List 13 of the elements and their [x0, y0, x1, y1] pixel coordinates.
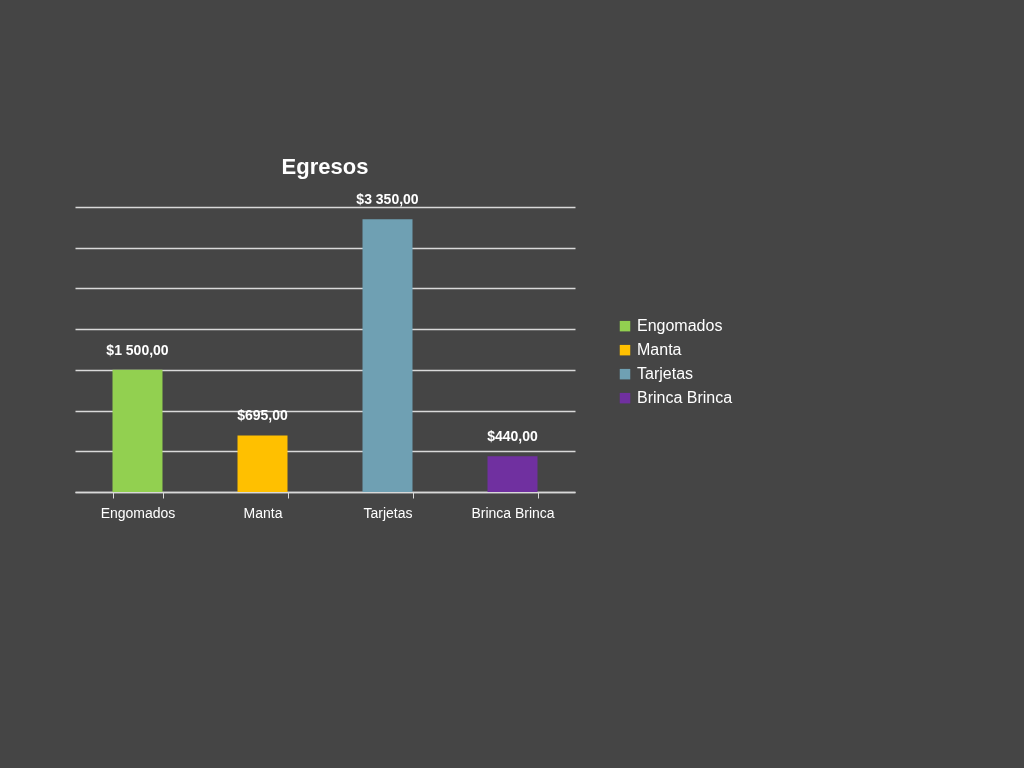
data-label: $440,00 — [487, 428, 539, 445]
legend-label: Manta — [637, 341, 682, 359]
legend-label: Tarjetas — [637, 365, 694, 383]
data-label: $1 500,00 — [106, 341, 169, 358]
x-tick-label: Brinca Brinca — [471, 504, 555, 521]
x-tick-label: Engomados — [100, 504, 176, 521]
x-tick-label: Manta — [243, 504, 283, 521]
legend-label: Brinca Brinca — [637, 389, 733, 407]
data-label: $695,00 — [237, 407, 289, 424]
x-tick-label: Tarjetas — [363, 504, 413, 521]
legend-label: Engomados — [637, 317, 723, 335]
chart-title: Egresos — [281, 154, 369, 180]
data-label: $3 350,00 — [356, 191, 419, 208]
